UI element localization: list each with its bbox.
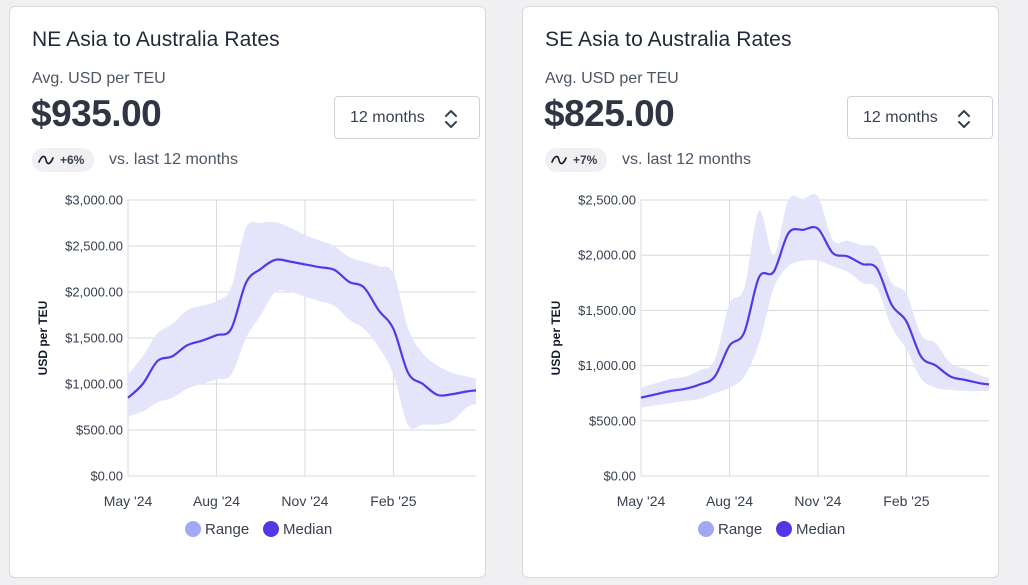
chevron-up-down-icon xyxy=(445,110,457,128)
y-tick-label: $2,500.00 xyxy=(578,193,636,208)
legend-median-label: Median xyxy=(796,521,845,538)
x-tick-label: Feb '25 xyxy=(370,493,416,509)
period-select[interactable]: 12 months xyxy=(334,96,480,139)
average-value: $825.00 xyxy=(544,93,675,134)
change-badge: +7% xyxy=(545,148,608,172)
card-title: SE Asia to Australia Rates xyxy=(545,28,792,51)
x-tick-label: May '24 xyxy=(104,493,153,509)
y-tick-label: $1,500.00 xyxy=(578,303,636,318)
y-tick-label: $1,500.00 xyxy=(65,331,123,346)
average-value: $935.00 xyxy=(31,93,162,134)
change-percent: +7% xyxy=(573,153,598,167)
y-tick-label: $0.00 xyxy=(603,469,636,484)
change-percent: +6% xyxy=(60,153,85,167)
y-tick-label: $1,000.00 xyxy=(65,377,123,392)
rates-chart: $0.00 $500.00 $1,000.00 $1,500.00 $2,000.00 $… xyxy=(36,193,477,538)
median-line xyxy=(640,226,990,399)
y-tick-label: $2,000.00 xyxy=(578,248,636,263)
period-select-label: 12 months xyxy=(863,109,938,126)
trend-icon xyxy=(551,155,567,165)
median-line xyxy=(127,258,477,399)
unit-label: Avg. USD per TEU xyxy=(545,70,679,87)
x-tick-label: Feb '25 xyxy=(883,493,929,509)
y-tick-label: $500.00 xyxy=(76,423,123,438)
x-tick-label: Nov '24 xyxy=(794,493,841,509)
x-tick-label: Aug '24 xyxy=(193,493,240,509)
legend-range-label: Range xyxy=(718,521,762,538)
rates-card-ne-asia: NE Asia to Australia Rates Avg. USD per … xyxy=(9,6,486,578)
legend-range-label: Range xyxy=(205,521,249,538)
x-tick-label: Aug '24 xyxy=(706,493,753,509)
y-axis-title: USD per TEU xyxy=(36,301,50,376)
y-tick-label: $3,000.00 xyxy=(65,193,123,208)
trend-icon xyxy=(38,155,54,165)
legend-median-swatch xyxy=(263,521,279,537)
period-select-label: 12 months xyxy=(350,109,425,126)
legend-range-swatch xyxy=(185,521,201,537)
y-tick-label: $500.00 xyxy=(589,413,636,428)
period-select[interactable]: 12 months xyxy=(847,96,993,139)
x-tick-label: Nov '24 xyxy=(281,493,328,509)
legend-median-swatch xyxy=(776,521,792,537)
x-tick-label: May '24 xyxy=(617,493,666,509)
range-band xyxy=(641,194,989,408)
legend-range-swatch xyxy=(698,521,714,537)
comparison-text: vs. last 12 months xyxy=(109,151,238,168)
range-band xyxy=(128,221,476,429)
unit-label: Avg. USD per TEU xyxy=(32,70,166,87)
y-tick-label: $1,000.00 xyxy=(578,358,636,373)
card-title: NE Asia to Australia Rates xyxy=(32,28,280,51)
chevron-up-down-icon xyxy=(958,110,970,128)
y-tick-label: $0.00 xyxy=(90,469,123,484)
y-tick-label: $2,500.00 xyxy=(65,239,123,254)
change-badge: +6% xyxy=(32,148,95,172)
rates-chart: $0.00 $500.00 $1,000.00 $1,500.00 $2,000.00 $… xyxy=(549,193,990,538)
y-axis-title: USD per TEU xyxy=(549,301,563,376)
comparison-text: vs. last 12 months xyxy=(622,151,751,168)
rates-card-se-asia: SE Asia to Australia Rates Avg. USD per … xyxy=(522,6,999,578)
y-tick-label: $2,000.00 xyxy=(65,285,123,300)
legend-median-label: Median xyxy=(283,521,332,538)
